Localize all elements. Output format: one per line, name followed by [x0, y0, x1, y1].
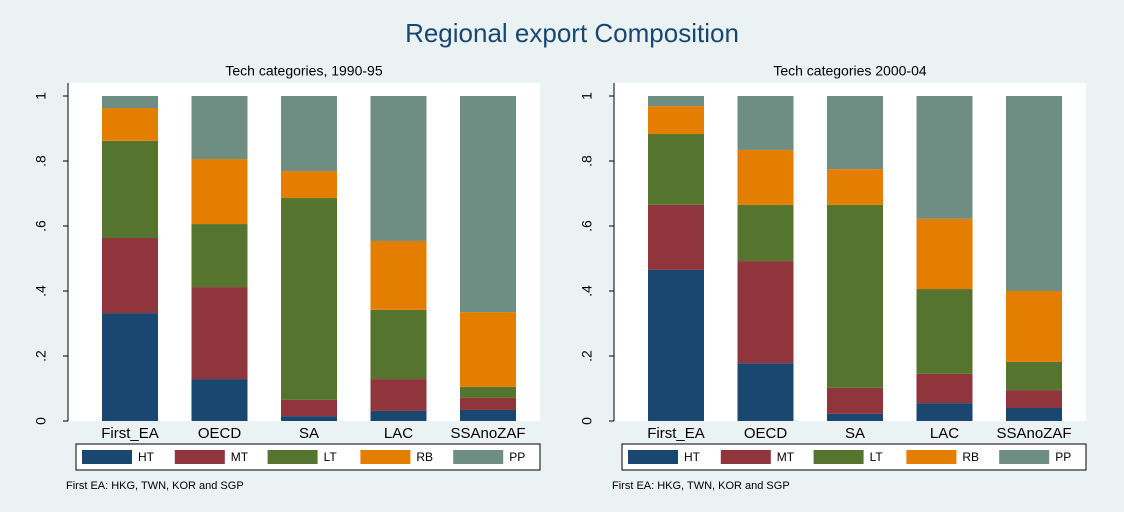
bar-segment [737, 96, 794, 150]
bar-segment [460, 312, 516, 387]
bar-segment [737, 204, 794, 262]
bar-segment [916, 96, 973, 219]
x-tick-label: OECD [198, 425, 242, 442]
bar-segment [191, 159, 248, 225]
bar-segment [281, 96, 337, 172]
x-tick-label: LAC [384, 425, 413, 442]
bar-segment [460, 409, 516, 421]
legend-swatch [360, 450, 411, 464]
bar-segment [916, 403, 973, 421]
y-tick-label: .8 [33, 155, 49, 167]
legend-label: MT [231, 450, 249, 464]
y-tick-label: .2 [579, 350, 595, 362]
x-tick-label: LAC [930, 425, 959, 442]
note: First EA: HKG, TWN, KOR and SGP [66, 480, 244, 492]
x-tick-label: SA [299, 425, 319, 442]
bar-segment [916, 373, 973, 404]
y-tick-label: .4 [33, 285, 49, 297]
legend-swatch [267, 450, 318, 464]
bar-segment [281, 171, 337, 199]
bar-segment [827, 413, 883, 421]
bar-segment [102, 96, 158, 109]
bar-segment [648, 269, 704, 421]
bar-segment [737, 363, 794, 421]
bar-segment [648, 134, 704, 205]
legend-label: RB [962, 450, 979, 464]
bar-segment [370, 379, 427, 411]
legend-label: HT [684, 450, 701, 464]
bar-segment [1006, 390, 1062, 408]
bar-segment [281, 198, 337, 400]
legend-swatch [628, 450, 678, 464]
bar-segment [102, 313, 158, 421]
y-tick-label: .6 [33, 220, 49, 232]
legend-label: PP [1055, 450, 1071, 464]
bar-segment [916, 289, 973, 374]
bar-segment [460, 386, 516, 398]
y-tick-label: 0 [33, 417, 49, 425]
bar-segment [102, 140, 158, 239]
bar-segment [281, 416, 337, 421]
x-tick-label: First_EA [101, 425, 159, 442]
bar-segment [648, 204, 704, 270]
y-tick-label: .4 [579, 285, 595, 297]
y-tick-label: .6 [579, 220, 595, 232]
bar-segment [102, 108, 158, 141]
legend-label: LT [870, 450, 884, 464]
legend-label: HT [138, 450, 155, 464]
note: First EA: HKG, TWN, KOR and SGP [612, 480, 790, 492]
y-tick-label: .8 [579, 155, 595, 167]
bar-segment [370, 309, 427, 380]
bar-segment [827, 204, 883, 388]
bar-segment [827, 169, 883, 205]
panel-title: Tech categories 2000-04 [773, 63, 927, 79]
legend-swatch [174, 450, 225, 464]
legend-swatch [453, 450, 504, 464]
legend-swatch [720, 450, 771, 464]
legend-swatch [82, 450, 132, 464]
bar-segment [827, 387, 883, 414]
bar-segment [102, 238, 158, 314]
bar-segment [191, 96, 248, 160]
bar-segment [827, 96, 883, 170]
x-tick-label: SSAnoZAF [996, 425, 1071, 442]
bar-segment [191, 379, 248, 421]
bar-segment [191, 287, 248, 380]
bar-segment [1006, 361, 1062, 391]
bar-segment [737, 261, 794, 364]
bar-segment [460, 397, 516, 410]
bar-segment [370, 96, 427, 241]
bar-segment [1006, 291, 1062, 362]
x-tick-label: SSAnoZAF [450, 425, 525, 442]
y-tick-label: 1 [33, 92, 49, 100]
bar-segment [1006, 408, 1062, 421]
bar-segment [370, 240, 427, 310]
bar-segment [737, 149, 794, 205]
y-tick-label: 1 [579, 92, 595, 100]
legend-label: PP [509, 450, 525, 464]
y-tick-label: 0 [579, 417, 595, 425]
y-tick-label: .2 [33, 350, 49, 362]
legend-label: RB [416, 450, 433, 464]
x-tick-label: OECD [744, 425, 788, 442]
x-tick-label: SA [845, 425, 865, 442]
legend-label: LT [324, 450, 338, 464]
bar-segment [191, 224, 248, 288]
bar-segment [281, 399, 337, 417]
bar-segment [460, 96, 516, 313]
bar-segment [370, 410, 427, 421]
bar-segment [916, 218, 973, 290]
legend-swatch [813, 450, 864, 464]
bar-segment [648, 96, 704, 107]
legend-label: MT [777, 450, 795, 464]
bar-segment [648, 106, 704, 135]
legend-swatch [999, 450, 1050, 464]
panel-title: Tech categories, 1990-95 [225, 63, 382, 79]
bar-segment [1006, 96, 1062, 291]
x-tick-label: First_EA [647, 425, 705, 442]
legend-swatch [906, 450, 957, 464]
chart-title: Regional export Composition [405, 18, 739, 48]
